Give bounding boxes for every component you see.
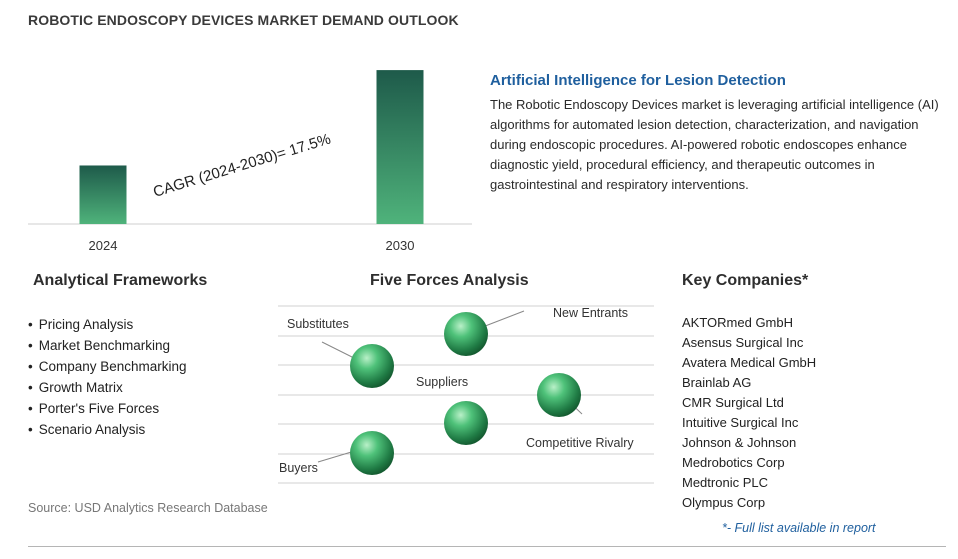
page-title: ROBOTIC ENDOSCOPY DEVICES MARKET DEMAND …	[28, 12, 459, 28]
company-item: Johnson & Johnson	[682, 435, 797, 450]
x-tick-label-2024: 2024	[89, 238, 118, 253]
framework-item: Market Benchmarking	[28, 335, 187, 356]
company-item: Brainlab AG	[682, 375, 752, 390]
companies-title: Key Companies*	[682, 272, 809, 289]
suppliers-label: Suppliers	[416, 375, 468, 389]
competitive-rivalry-sphere	[537, 373, 581, 417]
company-item: Medrobotics Corp	[682, 455, 785, 470]
buyers-label: Buyers	[279, 461, 318, 475]
competitive-rivalry-label: Competitive Rivalry	[526, 436, 634, 450]
company-item: Olympus Corp	[682, 495, 766, 510]
company-item: Medtronic PLC	[682, 475, 768, 490]
bar-2030	[376, 70, 424, 224]
insight-heading: Artificial Intelligence for Lesion Detec…	[490, 72, 786, 89]
bottom-divider	[28, 546, 946, 547]
companies-footnote: *- Full list available in report	[722, 521, 876, 535]
buyers-sphere	[350, 431, 394, 475]
market-chart: 2024 2030 CAGR (2024-2030)= 17.5%	[28, 70, 472, 253]
frameworks-list: Pricing Analysis Market Benchmarking Com…	[28, 314, 187, 440]
company-item: AKTORmed GmbH	[682, 315, 794, 330]
company-item: Intuitive Surgical Inc	[682, 415, 799, 430]
framework-item: Porter's Five Forces	[28, 398, 187, 419]
company-item: CMR Surgical Ltd	[682, 395, 784, 410]
company-item: Asensus Surgical Inc	[682, 335, 804, 350]
five-forces-diagram: New Entrants Substitutes Suppliers Compe…	[278, 305, 654, 484]
bar-2024	[79, 165, 127, 224]
framework-item: Company Benchmarking	[28, 356, 187, 377]
framework-item: Pricing Analysis	[28, 314, 187, 335]
five-forces-title: Five Forces Analysis	[370, 272, 529, 289]
new-entrants-label: New Entrants	[553, 306, 628, 320]
frameworks-title: Analytical Frameworks	[33, 272, 208, 289]
source-note: Source: USD Analytics Research Database	[28, 501, 268, 515]
insight-body: The Robotic Endoscopy Devices market is …	[490, 97, 939, 192]
substitutes-sphere	[350, 344, 394, 388]
suppliers-sphere	[444, 401, 488, 445]
company-item: Avatera Medical GmbH	[682, 355, 817, 370]
companies-list: AKTORmed GmbH Asensus Surgical Inc Avate…	[682, 313, 816, 513]
framework-item: Scenario Analysis	[28, 419, 187, 440]
framework-item: Growth Matrix	[28, 377, 187, 398]
new-entrants-sphere	[444, 312, 488, 356]
substitutes-label: Substitutes	[287, 317, 349, 331]
x-tick-label-2030: 2030	[386, 238, 415, 253]
cagr-annotation: CAGR (2024-2030)= 17.5%	[151, 131, 333, 201]
